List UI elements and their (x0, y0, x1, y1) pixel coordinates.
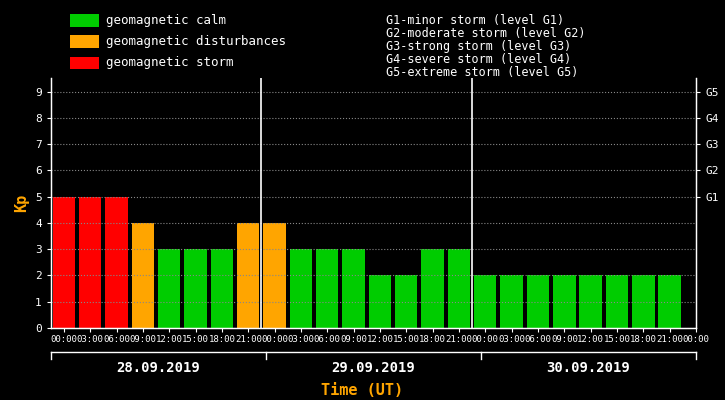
Text: 29.09.2019: 29.09.2019 (331, 361, 415, 375)
Text: G3-strong storm (level G3): G3-strong storm (level G3) (386, 40, 571, 53)
Bar (606, 276, 628, 328)
Text: 28.09.2019: 28.09.2019 (117, 361, 200, 375)
Bar (132, 223, 154, 328)
Bar (184, 249, 207, 328)
Bar (395, 276, 418, 328)
Bar (500, 276, 523, 328)
Bar (527, 276, 549, 328)
Bar (237, 223, 260, 328)
Text: G5-extreme storm (level G5): G5-extreme storm (level G5) (386, 66, 579, 79)
Text: G1-minor storm (level G1): G1-minor storm (level G1) (386, 14, 564, 27)
Bar (53, 197, 75, 328)
FancyBboxPatch shape (70, 14, 99, 27)
Bar (632, 276, 655, 328)
Bar (263, 223, 286, 328)
Text: geomagnetic calm: geomagnetic calm (106, 14, 225, 27)
Bar (158, 249, 181, 328)
Bar (290, 249, 312, 328)
Bar (579, 276, 602, 328)
Bar (342, 249, 365, 328)
Text: geomagnetic disturbances: geomagnetic disturbances (106, 35, 286, 48)
FancyBboxPatch shape (70, 56, 99, 69)
Y-axis label: Kp: Kp (14, 194, 30, 212)
Bar (448, 249, 470, 328)
Text: 30.09.2019: 30.09.2019 (547, 361, 630, 375)
FancyBboxPatch shape (70, 36, 99, 48)
Bar (474, 276, 497, 328)
Bar (658, 276, 681, 328)
Bar (553, 276, 576, 328)
Bar (421, 249, 444, 328)
Bar (79, 197, 102, 328)
Bar (369, 276, 392, 328)
Text: G2-moderate storm (level G2): G2-moderate storm (level G2) (386, 27, 586, 40)
Bar (211, 249, 233, 328)
Text: Time (UT): Time (UT) (321, 383, 404, 398)
Bar (105, 197, 128, 328)
Text: geomagnetic storm: geomagnetic storm (106, 56, 233, 70)
Text: G4-severe storm (level G4): G4-severe storm (level G4) (386, 53, 571, 66)
Bar (316, 249, 339, 328)
